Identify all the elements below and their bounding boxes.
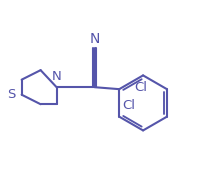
Text: N: N <box>89 32 100 46</box>
Text: S: S <box>7 88 16 101</box>
Text: Cl: Cl <box>134 81 147 94</box>
Text: N: N <box>52 70 61 83</box>
Text: Cl: Cl <box>122 99 135 112</box>
